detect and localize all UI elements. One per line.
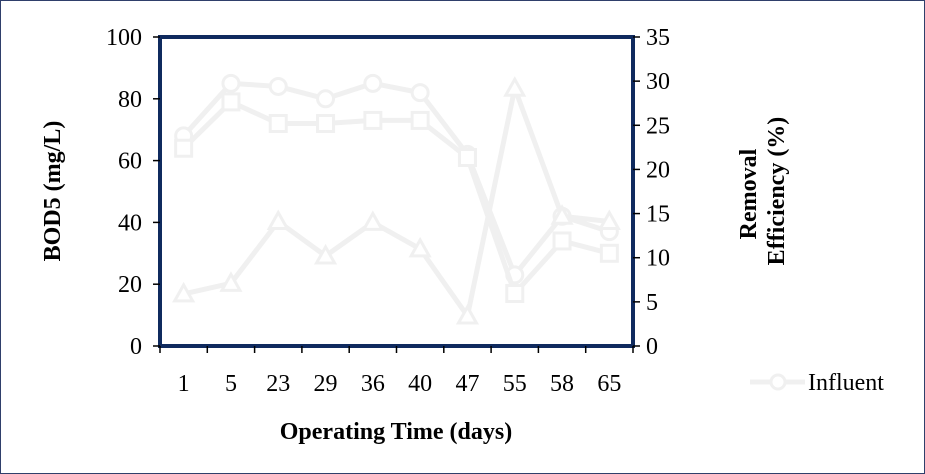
series-2-point-9 bbox=[597, 209, 621, 231]
y-right-tick-label-7: 35 bbox=[646, 25, 670, 51]
x-tick-label-7: 55 bbox=[503, 371, 527, 397]
series-2-point-3 bbox=[313, 243, 338, 265]
y-axis-right-title: Removal Efficiency (%) bbox=[736, 117, 790, 266]
series-1-point-0 bbox=[174, 138, 194, 158]
series-2-point-2 bbox=[266, 209, 290, 231]
x-axis-title: Operating Time (days) bbox=[280, 419, 512, 445]
x-tick-label-9: 65 bbox=[597, 371, 621, 397]
x-tick-label-4: 36 bbox=[361, 371, 385, 397]
series-1-line bbox=[181, 99, 610, 296]
series-1-point-3 bbox=[316, 114, 336, 134]
series-1-point-8 bbox=[552, 231, 572, 251]
series-0-point-4 bbox=[363, 73, 383, 93]
series-2-point-4 bbox=[361, 210, 385, 231]
x-tick-label-0: 1 bbox=[178, 371, 190, 397]
y-right-tick-label-4: 20 bbox=[646, 157, 670, 183]
series-0-point-2 bbox=[268, 76, 288, 96]
series-2-point-7 bbox=[503, 76, 527, 97]
y-left-tick-label-2: 40 bbox=[118, 210, 142, 236]
series-2-line bbox=[183, 85, 610, 319]
series-2-point-1 bbox=[219, 271, 243, 292]
legend-label-influent: Influent bbox=[808, 370, 884, 396]
series-2-point-6 bbox=[455, 303, 480, 325]
y-axis-right-title-line-2: Efficiency (%) bbox=[764, 117, 790, 266]
y-right-tick-label-6: 30 bbox=[646, 69, 670, 95]
series-0-point-3 bbox=[316, 89, 336, 109]
series-1-point-6 bbox=[457, 148, 477, 168]
legend-marker-influent bbox=[769, 373, 787, 391]
y-right-tick-label-1: 5 bbox=[646, 290, 658, 316]
y-left-tick-label-5: 100 bbox=[106, 25, 142, 51]
y-right-tick-label-2: 10 bbox=[646, 246, 670, 272]
legend: Influent bbox=[750, 370, 884, 396]
series-1-point-5 bbox=[410, 110, 430, 130]
y-right-tick-label-0: 0 bbox=[646, 334, 658, 360]
x-tick-label-6: 47 bbox=[455, 371, 479, 397]
y-left-tick-label-0: 0 bbox=[130, 334, 142, 360]
x-tick-label-2: 23 bbox=[266, 371, 290, 397]
series-2-point-5 bbox=[408, 236, 432, 258]
series-1-point-7 bbox=[505, 283, 525, 303]
series-2-point-8 bbox=[550, 204, 574, 225]
y-axis-left-title: BOD5 (mg/L) bbox=[40, 121, 66, 262]
y-right-tick-label-3: 15 bbox=[646, 202, 670, 228]
y-axis-right-title-line-1: Removal bbox=[736, 148, 762, 239]
y-left-tick-label-1: 20 bbox=[118, 272, 142, 298]
series-2-point-0 bbox=[172, 281, 196, 303]
series-1-point-2 bbox=[268, 114, 288, 134]
series-1-point-1 bbox=[221, 92, 241, 112]
y-right-tick-label-5: 25 bbox=[646, 113, 670, 139]
x-tick-label-8: 58 bbox=[550, 371, 574, 397]
x-tick-label-5: 40 bbox=[408, 371, 432, 397]
series-0-point-5 bbox=[410, 83, 430, 103]
y-left-tick-label-4: 80 bbox=[118, 87, 142, 113]
series-1-point-9 bbox=[599, 243, 619, 263]
y-left-tick-label-3: 60 bbox=[118, 149, 142, 175]
x-tick-label-1: 5 bbox=[225, 371, 237, 397]
series-0-line bbox=[181, 80, 611, 278]
x-tick-label-3: 29 bbox=[314, 371, 338, 397]
series-1-point-4 bbox=[363, 110, 383, 130]
series-0-point-1 bbox=[221, 73, 241, 93]
